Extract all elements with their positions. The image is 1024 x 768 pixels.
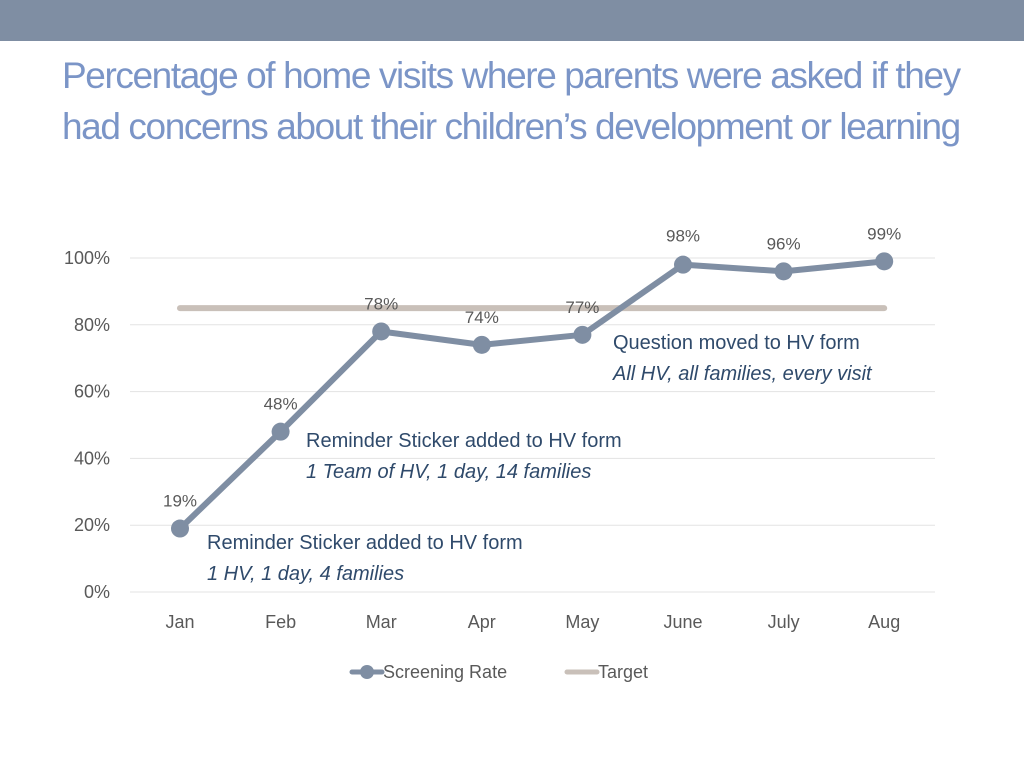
screening-rate-point (774, 262, 793, 281)
annotation-title: Reminder Sticker added to HV form (306, 430, 622, 452)
y-tick-label: 40% (74, 448, 110, 468)
annotation-detail: All HV, all families, every visit (612, 363, 873, 385)
annotation-detail: 1 Team of HV, 1 day, 14 families (306, 461, 591, 483)
screening-rate-point (674, 255, 692, 274)
x-tick-label: Jan (165, 612, 194, 632)
slide-title: Percentage of home visits where parents … (62, 55, 961, 147)
x-axis-ticks: Jan Feb Mar Apr May June July Aug (165, 612, 900, 632)
legend-label-screening-rate: Screening Rate (383, 662, 507, 682)
data-label: 48% (264, 395, 298, 414)
screening-rate-point (271, 422, 290, 441)
y-tick-label: 20% (74, 515, 110, 535)
annotations: Reminder Sticker added to HV form 1 HV, 1… (207, 332, 873, 585)
x-tick-label: Mar (366, 612, 397, 632)
data-label: 96% (767, 234, 801, 253)
x-tick-label: May (565, 612, 599, 632)
y-axis-ticks: 0% 20% 40% 60% 80% 100% (64, 248, 110, 602)
header-band (0, 0, 1024, 41)
data-label: 74% (465, 308, 499, 327)
x-tick-label: Apr (468, 612, 496, 632)
screening-rate-point (472, 335, 491, 354)
grid-lines (130, 257, 935, 593)
x-tick-label: July (768, 612, 800, 632)
data-label: 77% (565, 298, 599, 317)
screening-rate-point (372, 322, 391, 341)
legend-marker-screening-rate (360, 665, 374, 679)
screening-rate-point (875, 252, 894, 271)
y-tick-label: 100% (64, 248, 110, 268)
screening-rate-line (177, 258, 888, 532)
screening-rate-series (171, 252, 894, 538)
data-label: 99% (867, 224, 901, 243)
data-label: 98% (666, 227, 700, 246)
x-tick-label: Aug (868, 612, 900, 632)
y-tick-label: 80% (74, 315, 110, 335)
legend: Screening Rate Target (349, 662, 648, 682)
screening-rate-point (171, 519, 189, 538)
annotation-detail: 1 HV, 1 day, 4 families (207, 563, 404, 585)
screening-rate-point (573, 325, 592, 344)
x-tick-label: June (663, 612, 702, 632)
legend-label-target: Target (598, 662, 648, 682)
data-label: 19% (163, 492, 197, 511)
annotation-title: Reminder Sticker added to HV form (207, 532, 523, 554)
y-tick-label: 60% (74, 382, 110, 402)
annotation-title: Question moved to HV form (613, 332, 860, 354)
data-label: 78% (364, 294, 398, 313)
x-tick-label: Feb (265, 612, 296, 632)
y-tick-label: 0% (84, 582, 110, 602)
data-labels: 19% 48% 78% 74% 77% 98% 96% 99% (163, 224, 901, 510)
